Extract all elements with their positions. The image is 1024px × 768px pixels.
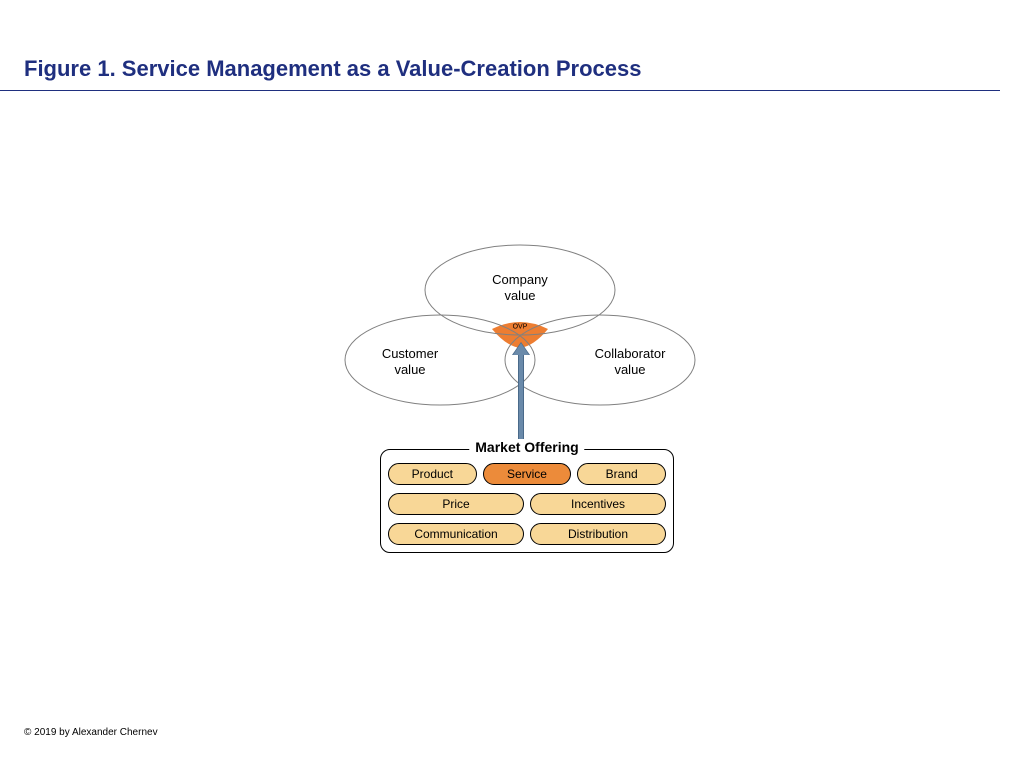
venn-label-company: Companyvalue [465,272,575,303]
offering-pill: Price [388,493,524,515]
venn-label-customer: Customervalue [355,346,465,377]
figure-title: Figure 1. Service Management as a Value-… [24,56,641,82]
ovp-label: OVP [513,324,528,331]
offering-pill: Service [483,463,572,485]
offering-pill: Incentives [530,493,666,515]
offering-pill: Brand [577,463,666,485]
title-underline [0,90,1000,91]
offering-pill: Communication [388,523,524,545]
venn-label-collaborator: Collaboratorvalue [575,346,685,377]
copyright-text: © 2019 by Alexander Chernev [24,727,158,738]
offering-pill: Distribution [530,523,666,545]
market-offering-title: Market Offering [469,439,584,455]
offering-pill: Product [388,463,477,485]
